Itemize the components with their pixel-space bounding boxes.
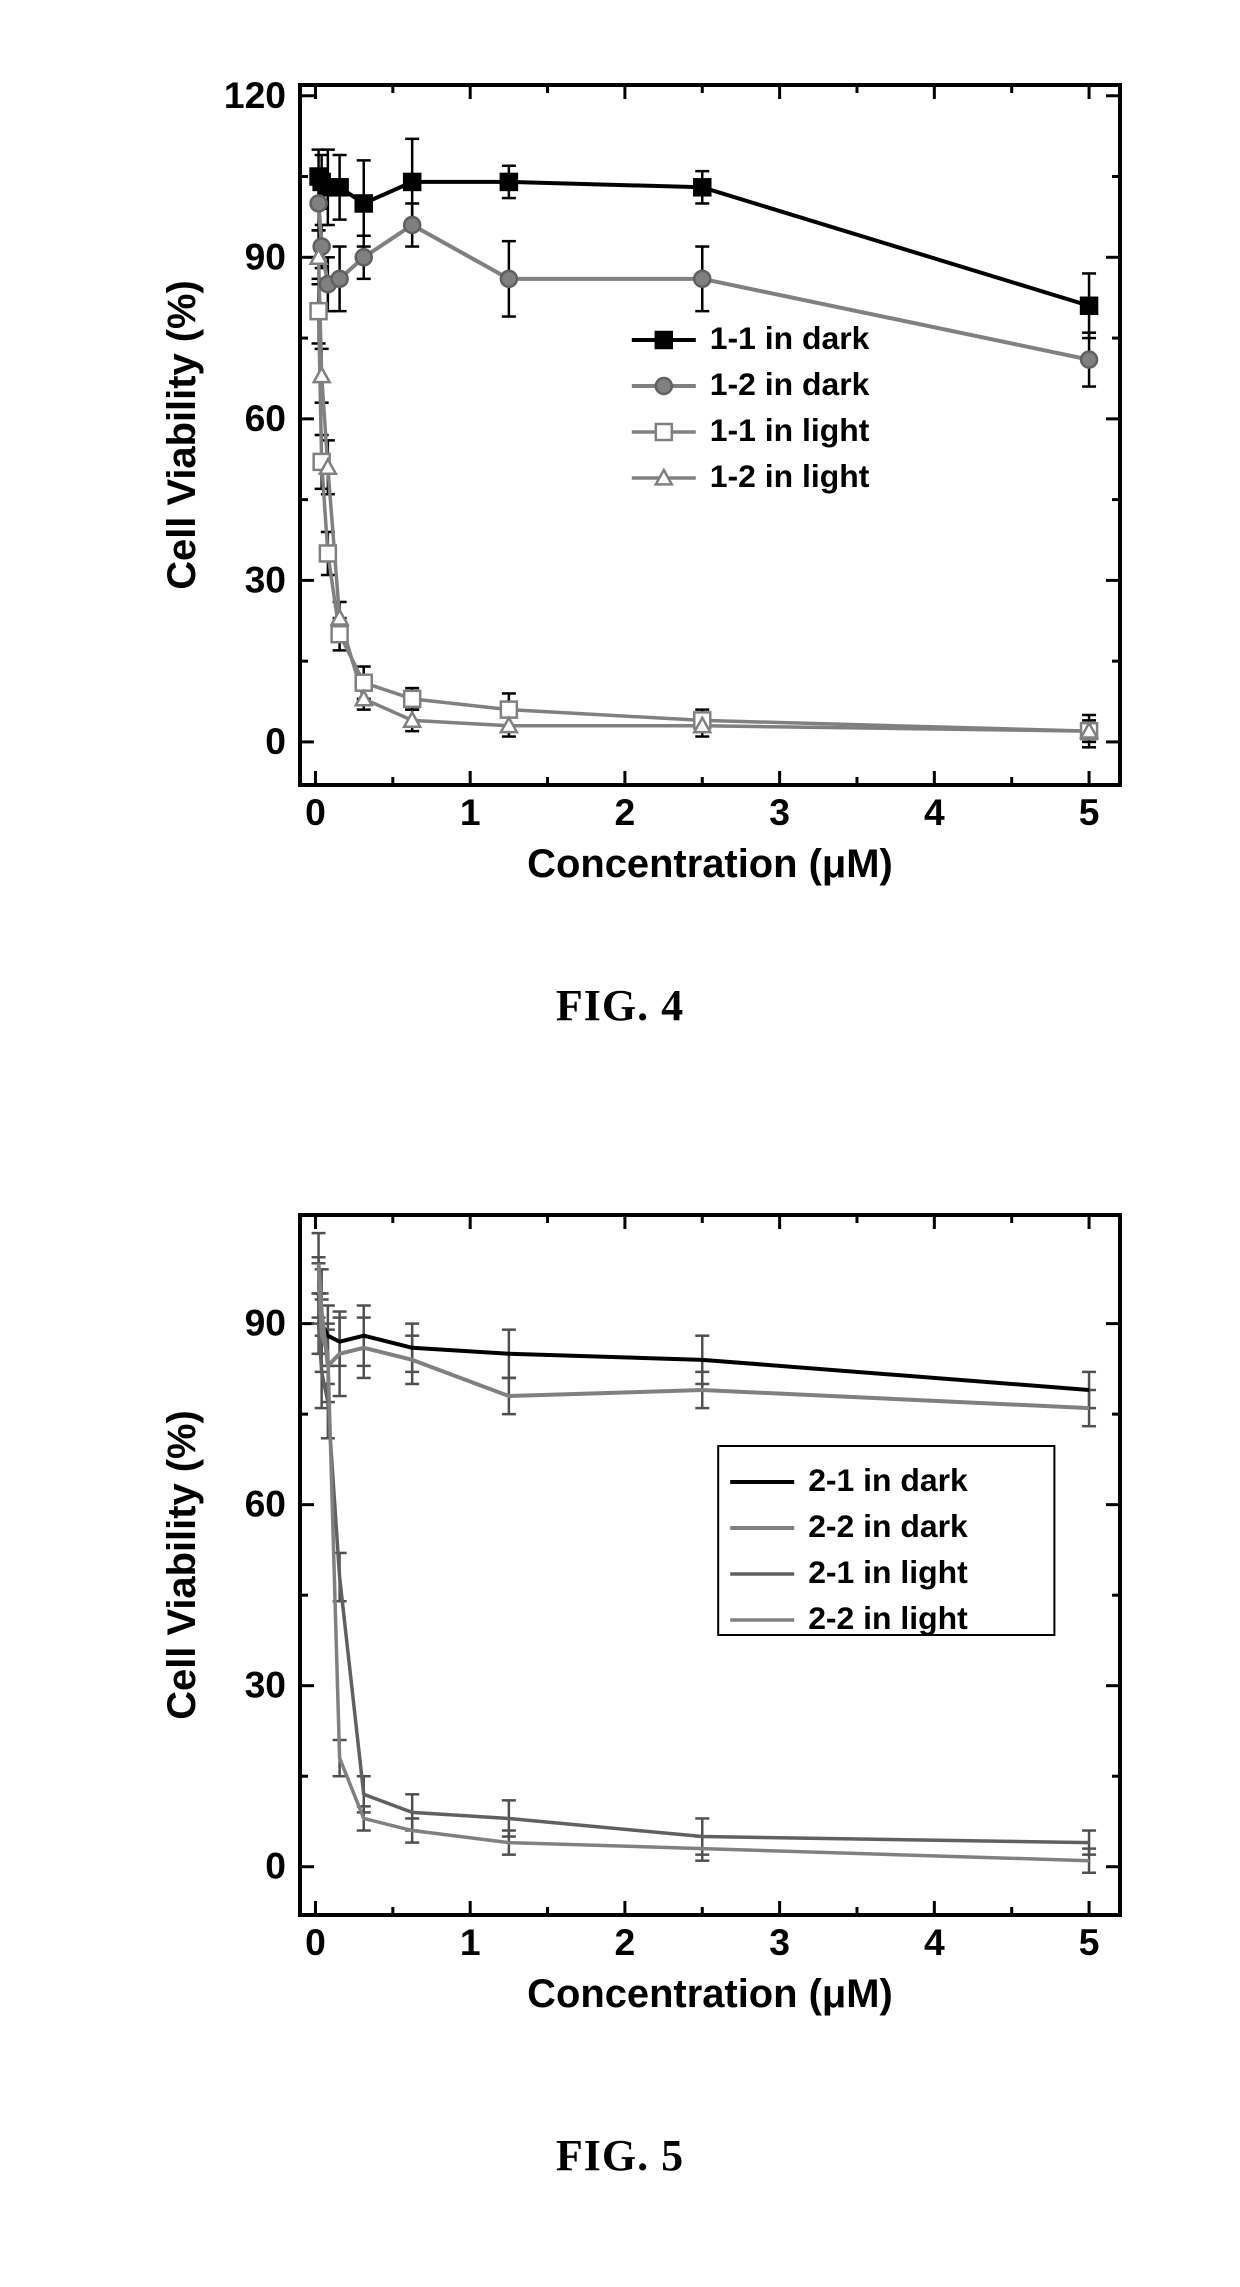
svg-text:Cell Viability (%): Cell Viability (%): [160, 280, 204, 590]
svg-text:0: 0: [305, 1921, 326, 1963]
svg-text:120: 120: [224, 74, 286, 116]
svg-text:Cell Viability (%): Cell Viability (%): [160, 1410, 204, 1720]
svg-text:2-2 in light: 2-2 in light: [808, 1600, 968, 1636]
svg-text:3: 3: [769, 791, 790, 833]
svg-text:4: 4: [924, 791, 945, 833]
svg-text:4: 4: [924, 1921, 945, 1963]
svg-text:0: 0: [305, 791, 326, 833]
svg-text:1-1 in light: 1-1 in light: [710, 412, 870, 448]
fig4-caption: FIG. 4: [0, 980, 1240, 1031]
svg-text:30: 30: [245, 1664, 286, 1706]
svg-text:60: 60: [245, 1483, 286, 1525]
svg-text:90: 90: [245, 1302, 286, 1344]
svg-text:2-2 in dark: 2-2 in dark: [808, 1508, 968, 1544]
svg-text:2-1 in dark: 2-1 in dark: [808, 1462, 968, 1498]
svg-text:90: 90: [245, 235, 286, 277]
fig5-caption: FIG. 5: [0, 2130, 1240, 2181]
page: { "page": { "width_px": 1240, "height_px…: [0, 0, 1240, 2287]
fig5-chart-wrap: 0 1 2 3 4 5 0 30 60 90 Concentration (μM) Cell Viab…: [90, 1170, 1150, 2050]
svg-text:1-2 in light: 1-2 in light: [710, 458, 870, 494]
svg-text:3: 3: [769, 1921, 790, 1963]
fig5-chart: 0 1 2 3 4 5 0 30 60 90 Concentration (μM) Cell Viab…: [90, 1170, 1150, 2050]
svg-text:30: 30: [245, 558, 286, 600]
fig4-chart: 0 1 2 3 4 5 0 30 60 90 120 Concentration (μM) Cell V…: [90, 40, 1150, 920]
svg-text:0: 0: [265, 720, 286, 762]
svg-text:2: 2: [615, 791, 636, 833]
svg-text:60: 60: [245, 397, 286, 439]
svg-text:1: 1: [460, 791, 481, 833]
svg-text:1: 1: [460, 1921, 481, 1963]
svg-text:2-1 in light: 2-1 in light: [808, 1554, 968, 1590]
svg-text:Concentration (μM): Concentration (μM): [527, 1972, 893, 2016]
svg-text:1-1 in dark: 1-1 in dark: [710, 320, 870, 356]
svg-text:0: 0: [265, 1845, 286, 1887]
svg-text:Concentration (μM): Concentration (μM): [527, 842, 893, 886]
svg-text:5: 5: [1079, 791, 1100, 833]
svg-text:1-2 in dark: 1-2 in dark: [710, 366, 870, 402]
svg-text:5: 5: [1079, 1921, 1100, 1963]
svg-text:2: 2: [615, 1921, 636, 1963]
fig4-chart-wrap: 0 1 2 3 4 5 0 30 60 90 120 Concentration (μM) Cell V…: [90, 40, 1150, 920]
